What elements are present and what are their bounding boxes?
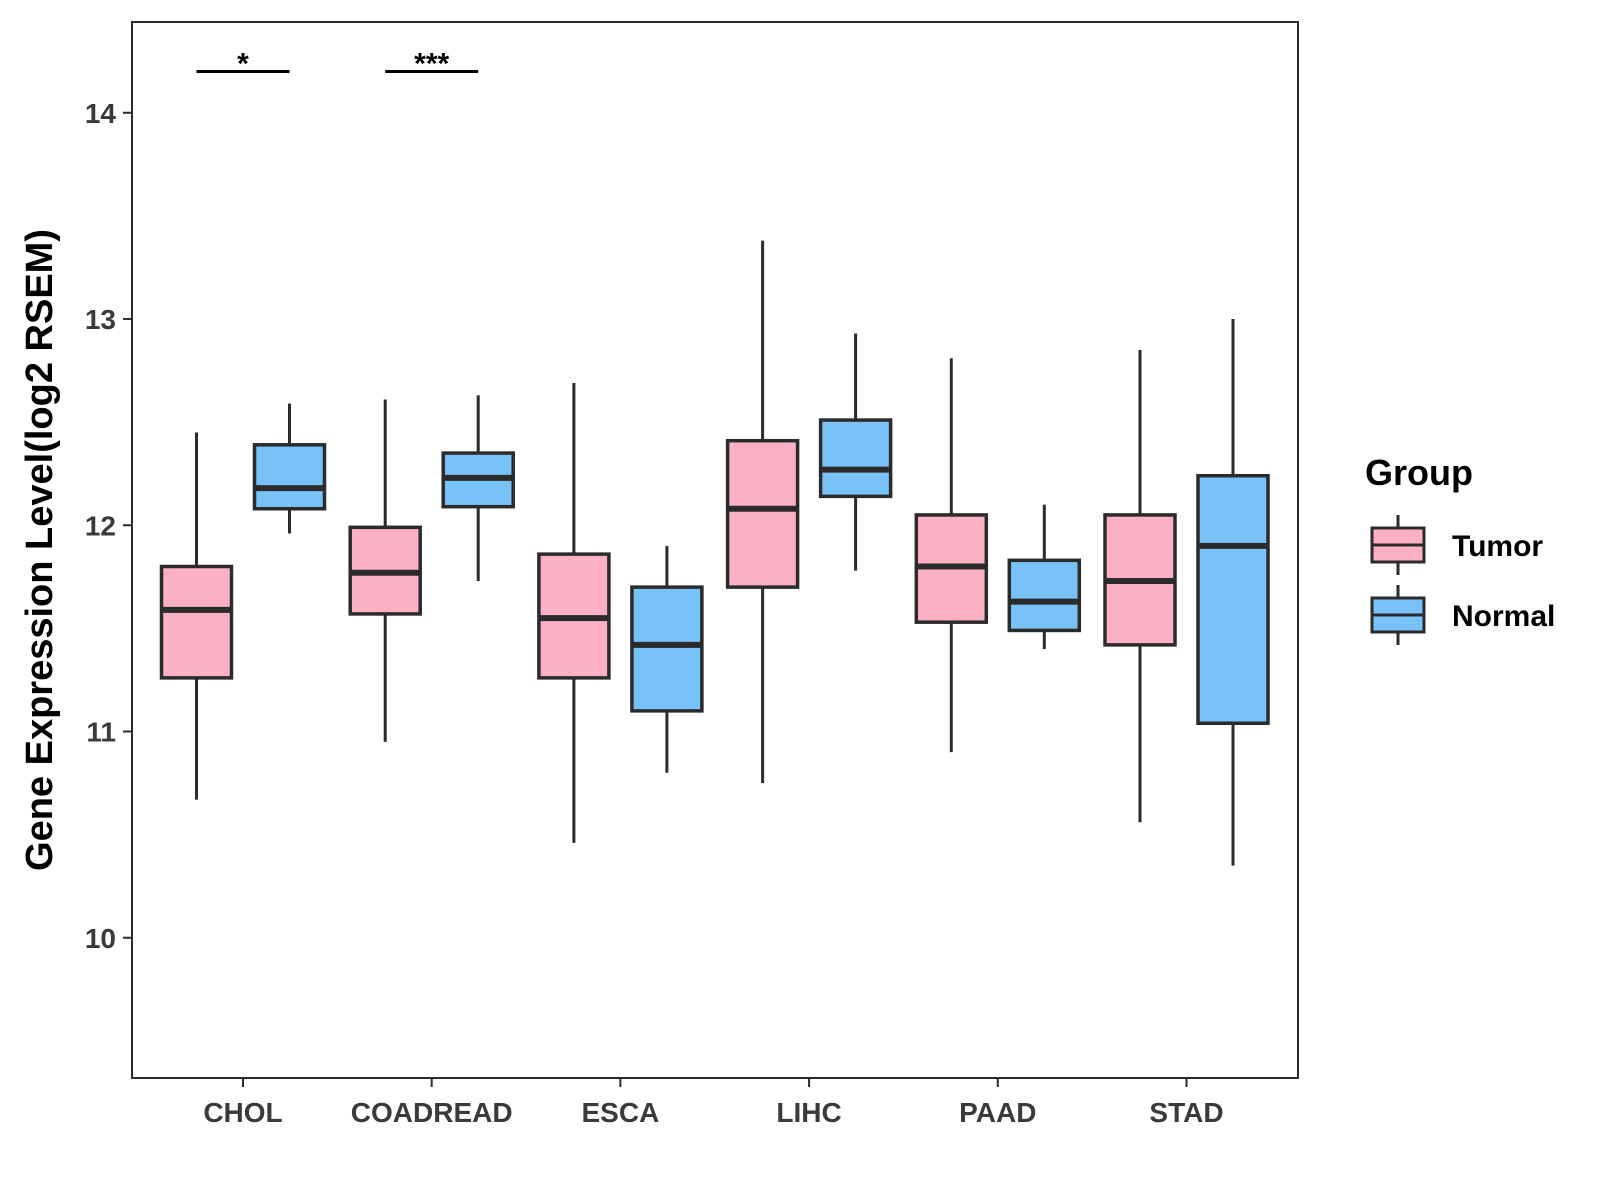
significance-label: * [237,48,249,81]
box-tumor-paad [914,358,989,753]
x-tick-label-paad: PAAD [959,1097,1036,1128]
x-tick-label-stad: STAD [1149,1097,1223,1128]
legend: Group Tumor Normal [1365,452,1555,645]
box-normal-paad [1007,504,1082,649]
iqr-box [252,443,327,511]
x-tick-label-coadread: COADREAD [351,1097,513,1128]
legend-label-tumor: Tumor [1452,530,1543,563]
significance-coadread: *** [385,48,479,81]
box-normal-esca [630,545,704,773]
x-tick-label-lihc: LIHC [776,1097,841,1128]
iqr-box [725,438,800,589]
iqr-box [1007,558,1082,633]
plot-marks: * *** [159,48,1270,866]
iqr-box [1196,474,1270,725]
x-tick-label-chol: CHOL [203,1097,282,1128]
y-tick-label-12: 12 [85,510,116,541]
legend-title: Group [1365,452,1473,493]
legend-label-normal: Normal [1452,600,1555,633]
legend-item-tumor: Tumor [1370,515,1543,575]
iqr-box [159,564,234,680]
iqr-box [818,418,893,499]
box-tumor-esca [537,382,611,843]
y-tick-label-14: 14 [85,98,117,129]
y-tick-label-10: 10 [85,923,116,954]
box-normal-stad [1196,319,1270,866]
box-normal-chol [252,403,327,534]
iqr-box [630,585,704,713]
y-axis: 10 11 12 13 14 [85,98,132,954]
y-tick-label-13: 13 [85,304,116,335]
box-tumor-coadread [348,399,422,742]
significance-label: *** [414,48,449,81]
box-normal-coadread [441,395,515,581]
box-tumor-lihc [725,240,800,784]
box-tumor-chol [159,432,234,800]
box-tumor-stad [1103,349,1177,823]
x-tick-label-esca: ESCA [582,1097,660,1128]
legend-item-normal: Normal [1370,585,1555,645]
x-axis: CHOL COADREAD ESCA LIHC PAAD STAD [203,1078,1224,1128]
plot-panel-border [131,21,1299,1079]
y-tick-label-11: 11 [86,717,116,748]
box-normal-lihc [818,333,893,571]
y-axis-title: Gene Expression Level(log2 RSEM) [19,229,61,871]
significance-chol: * [196,48,290,81]
